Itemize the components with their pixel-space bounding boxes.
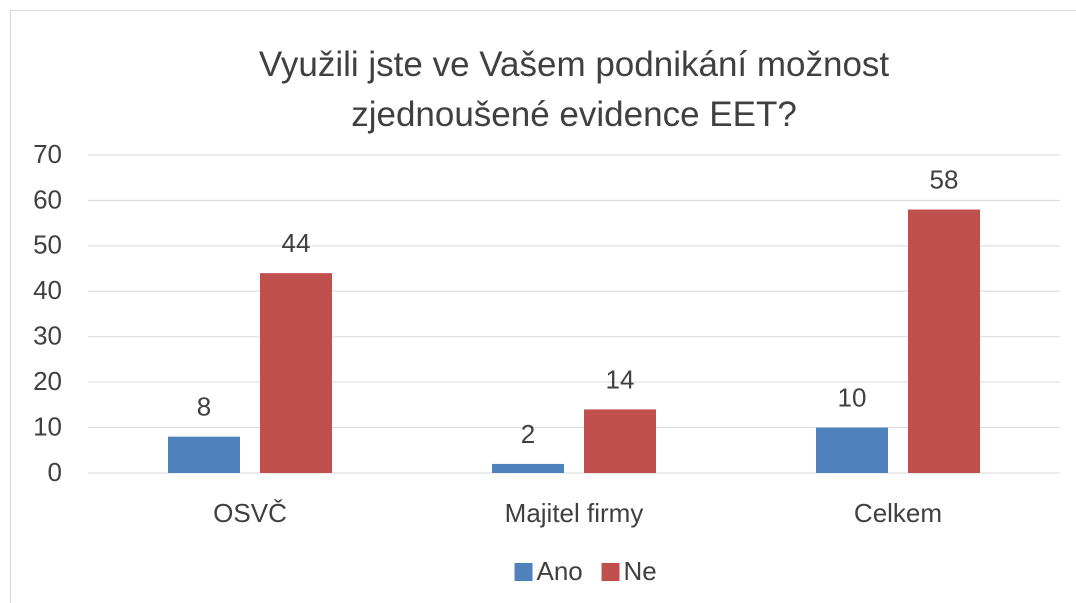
chart-border bbox=[10, 10, 1076, 603]
y-tick-label: 0 bbox=[48, 457, 62, 487]
y-tick-label: 50 bbox=[33, 230, 62, 260]
data-label: 44 bbox=[282, 228, 311, 258]
bar bbox=[584, 409, 656, 473]
y-tick-label: 70 bbox=[33, 139, 62, 169]
x-tick-label: OSVČ bbox=[213, 498, 287, 528]
y-tick-label: 30 bbox=[33, 321, 62, 351]
legend-swatch bbox=[514, 563, 533, 581]
legend-label: Ano bbox=[537, 556, 583, 586]
bar bbox=[908, 209, 980, 473]
bar bbox=[492, 463, 564, 473]
y-tick-label: 40 bbox=[33, 275, 62, 305]
data-label: 10 bbox=[838, 382, 867, 412]
x-tick-label: Celkem bbox=[854, 498, 942, 528]
chart-title: Využili jste ve Vašem podnikání možnost … bbox=[258, 45, 890, 134]
data-label: 14 bbox=[606, 364, 635, 394]
x-tick-label: Majitel firmy bbox=[505, 498, 644, 528]
bar bbox=[260, 273, 332, 473]
bar bbox=[816, 427, 888, 473]
data-label: 58 bbox=[930, 164, 959, 194]
y-tick-label: 60 bbox=[33, 184, 62, 214]
legend-label: Ne bbox=[624, 556, 657, 586]
y-tick-label: 10 bbox=[33, 411, 62, 441]
bar bbox=[168, 436, 240, 473]
data-label: 8 bbox=[197, 392, 211, 422]
y-tick-label: 20 bbox=[33, 366, 62, 396]
data-label: 2 bbox=[521, 419, 535, 449]
legend-swatch bbox=[601, 563, 620, 581]
